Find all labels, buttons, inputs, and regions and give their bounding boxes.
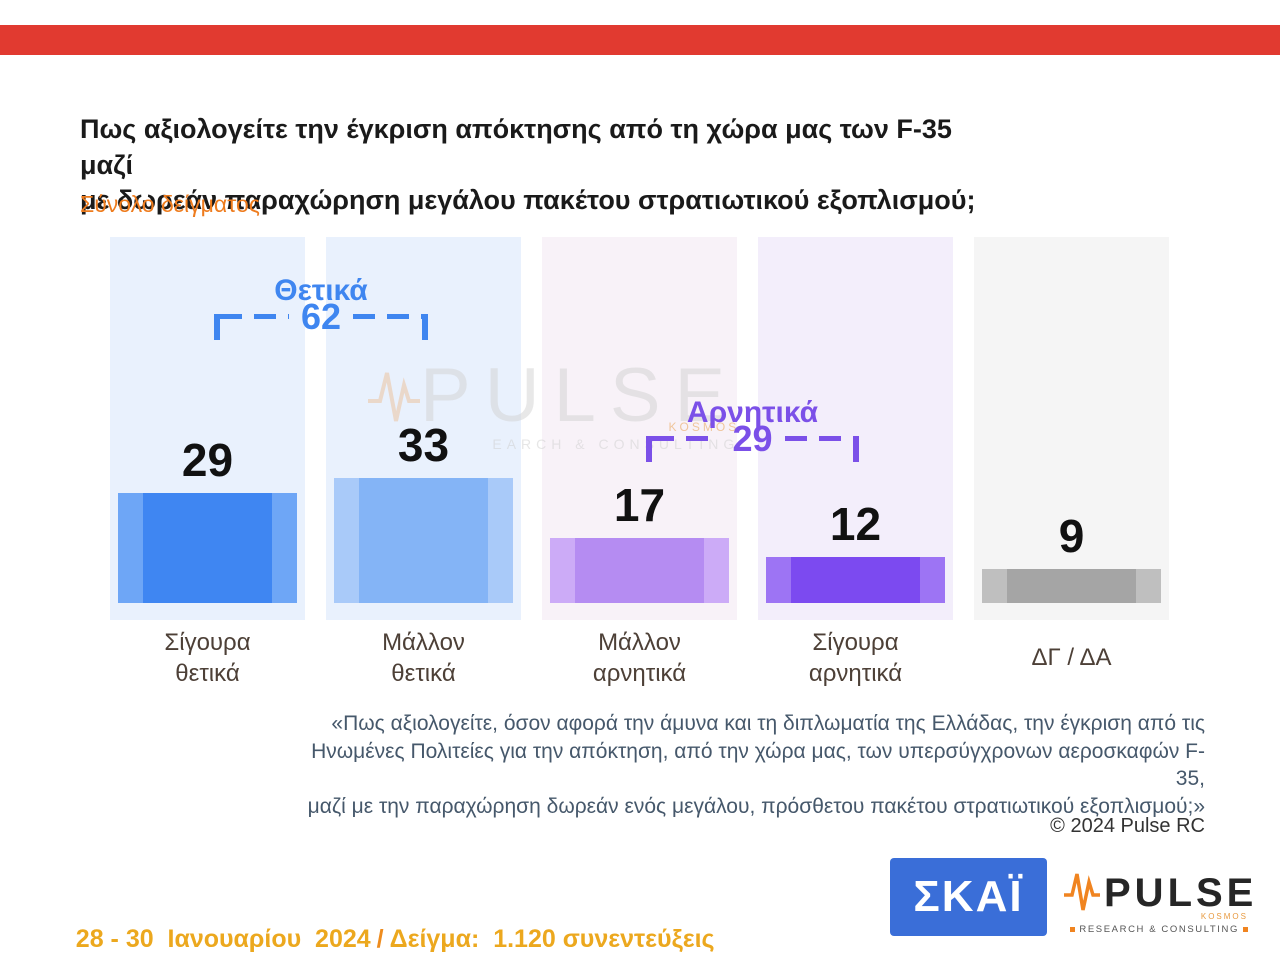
orange-square-icon [1070,927,1076,932]
bracket-label: Θετικά [274,274,368,307]
bar [333,478,514,603]
bar-value-label: 12 [829,498,882,550]
category-labels: Σίγουρα θετικά Μάλλον θετικά Μάλλον αρνητι… [110,626,1169,690]
bar-chart: 29 33 17 12 9 [110,237,1169,620]
fieldwork-separator: / [376,925,384,953]
category-label: Μάλλον αρνητικά [592,628,687,687]
page-title: Πως αξιολογείτε την έγκριση απόκτησης απ… [80,114,976,216]
chart-column: 17 [542,237,737,620]
bracket-value: 62 [300,296,342,337]
bracket-tick-left [646,436,652,462]
copyright: © 2024 Pulse RC [1050,815,1205,837]
bracket-dash [652,436,721,441]
chart-column: 9 [974,237,1169,620]
bracket-dash [220,314,289,319]
bar-value-label: 17 [613,479,666,531]
pulse-logo: PULSE KOSMOS RESEARCH & CONSULTING [1064,864,1253,935]
bracket-dash [353,314,423,319]
bracket-value: 29 [732,418,773,459]
pulse-waveform-icon [1064,864,1100,921]
chart-column: 12 [758,237,953,620]
bracket-tick-left [214,314,220,340]
bar-value-label: 29 [181,434,234,486]
orange-square-icon [1243,927,1248,932]
bracket-tick-right [422,314,429,340]
chart-column: 29 [110,237,305,620]
pulse-logo-text: PULSE [1104,870,1258,915]
red-banner [0,25,1280,55]
bracket-dash [784,436,854,441]
category-label: Σίγουρα αρνητικά [808,628,903,687]
bar [981,569,1162,603]
bracket-tick-right [853,436,860,462]
bar [549,538,730,603]
bar [117,493,298,603]
pulse-logo-subtext: KOSMOS RESEARCH & CONSULTING [1064,912,1248,935]
chart-column: 33 [326,237,521,620]
pulse-logo-kosmos: KOSMOS [1200,912,1248,921]
skai-logo: ΣΚΑΪ [890,858,1047,936]
sample-scope-label: Σύνολο δείγματος [80,191,260,217]
category-label: Μάλλον θετικά [382,628,465,687]
bar [765,557,946,603]
category-label: ΔΓ / ΔΑ [1031,644,1112,672]
fieldwork-sample: Δείγμα: 1.120 συνεντεύξεις [389,925,715,953]
category-label: Σίγουρα θετικά [164,628,251,687]
bar-value-label: 9 [1058,510,1085,562]
positive-group-bracket: Θετικά 62 [214,274,429,340]
fieldwork-info: 28 - 30 Ιανουαρίου 2024/Δείγμα: 1.120 συ… [48,896,715,960]
negative-group-bracket: Αρνητικά 29 [646,396,860,462]
survey-question-footnote: «Πως αξιολογείτε, όσον αφορά την άμυνα κ… [307,712,1205,819]
fieldwork-dates: 28 - 30 Ιανουαρίου 2024 [75,925,371,953]
bracket-label: Αρνητικά [686,396,819,429]
bar-value-label: 33 [397,419,450,471]
